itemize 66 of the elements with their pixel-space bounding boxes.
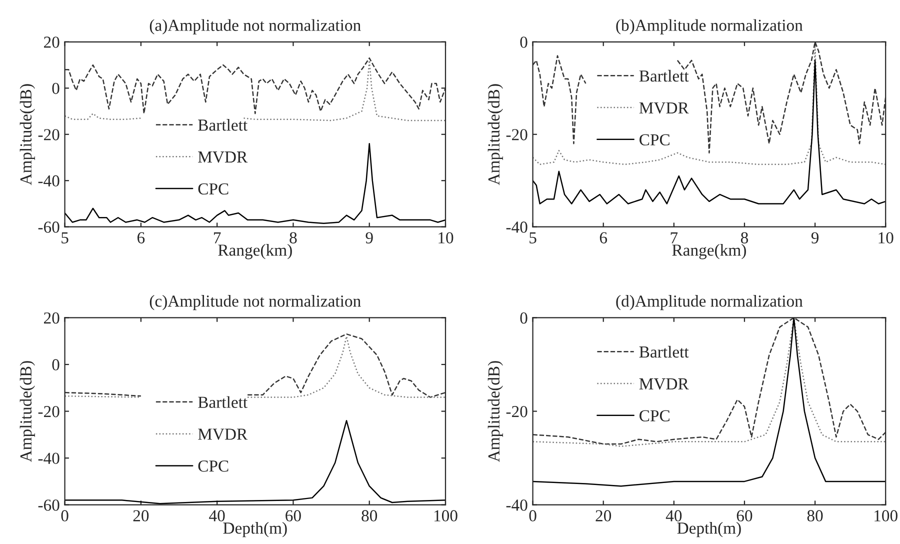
x-tick-label: 60 <box>736 510 752 522</box>
x-tick-label: 40 <box>209 510 225 522</box>
y-tick-label: 0 <box>52 359 60 370</box>
y-axis-title: Amplitude(dB) <box>488 361 503 462</box>
y-tick-label: -20 <box>506 406 528 418</box>
y-tick-label: -40 <box>38 175 60 187</box>
y-tick-label: 20 <box>44 312 60 324</box>
y-tick-label: 0 <box>520 312 528 324</box>
x-tick-label: 6 <box>600 232 608 244</box>
x-tick-label: 10 <box>878 232 894 244</box>
y-tick-label: -60 <box>38 500 60 511</box>
x-tick-label: 100 <box>874 510 898 522</box>
y-tick-label: 0 <box>52 82 60 94</box>
line-series <box>64 142 446 224</box>
x-tick-label: 5 <box>530 232 536 244</box>
legend-label: Bartlett <box>198 119 248 131</box>
y-tick-label: -40 <box>38 452 60 464</box>
y-axis-title: Amplitude(dB) <box>20 84 35 186</box>
y-tick-label: -20 <box>506 129 528 140</box>
chart-title: (a)Amplitude not normalization <box>150 19 361 34</box>
x-tick-label: 9 <box>811 232 819 244</box>
legend-label: MVDR <box>639 378 689 390</box>
x-tick-label: 7 <box>214 232 221 244</box>
x-tick-label: 20 <box>596 510 612 522</box>
y-tick-label: -20 <box>38 406 60 418</box>
x-tick-label: 80 <box>362 510 378 522</box>
legend-label: Bartlett <box>639 346 689 358</box>
x-tick-label: 0 <box>61 510 68 522</box>
legend-label: MVDR <box>198 428 248 440</box>
y-axis-title: Amplitude(dB) <box>20 361 35 462</box>
legend-label: Bartlett <box>639 70 689 82</box>
x-tick-label: 5 <box>62 232 68 244</box>
x-axis-title: Depth(m) <box>677 522 741 538</box>
legend-label: CPC <box>640 134 670 146</box>
y-tick-label: -20 <box>38 129 60 140</box>
y-tick-label: 0 <box>520 36 528 48</box>
y-tick-label: -40 <box>506 500 528 511</box>
y-tick-label: -60 <box>38 222 60 233</box>
x-tick-label: 20 <box>133 510 149 522</box>
x-axis-title: Range(km) <box>218 244 292 260</box>
y-tick-label: 20 <box>44 36 60 48</box>
line-series <box>532 60 886 204</box>
legend-label: CPC <box>198 183 228 195</box>
x-tick-label: 8 <box>290 232 297 244</box>
chart-title: (b)Amplitude normalization <box>616 19 803 34</box>
legend-label: CPC <box>198 460 228 472</box>
y-tick-label: -40 <box>506 222 528 233</box>
chart-title: (d)Amplitude normalization <box>616 295 803 310</box>
legend-label: CPC <box>640 410 670 422</box>
x-tick-label: 0 <box>529 510 536 522</box>
x-tick-label: 60 <box>286 510 301 522</box>
legend-label: Bartlett <box>198 396 248 408</box>
x-axis-title: Range(km) <box>672 244 746 260</box>
legend-label: MVDR <box>639 102 689 114</box>
x-tick-label: 80 <box>807 510 823 522</box>
chart-title: (c)Amplitude not normalization <box>150 295 361 310</box>
x-tick-label: 40 <box>666 510 682 522</box>
x-tick-label: 9 <box>366 232 373 244</box>
x-tick-label: 10 <box>438 232 454 244</box>
x-axis-title: Depth(m) <box>223 522 287 538</box>
legend-label: MVDR <box>198 152 248 163</box>
y-axis-title: Amplitude(dB) <box>488 84 503 186</box>
x-tick-label: 100 <box>434 510 458 522</box>
x-tick-label: 8 <box>740 232 748 244</box>
x-tick-label: 7 <box>670 232 678 244</box>
x-tick-label: 6 <box>137 232 145 244</box>
